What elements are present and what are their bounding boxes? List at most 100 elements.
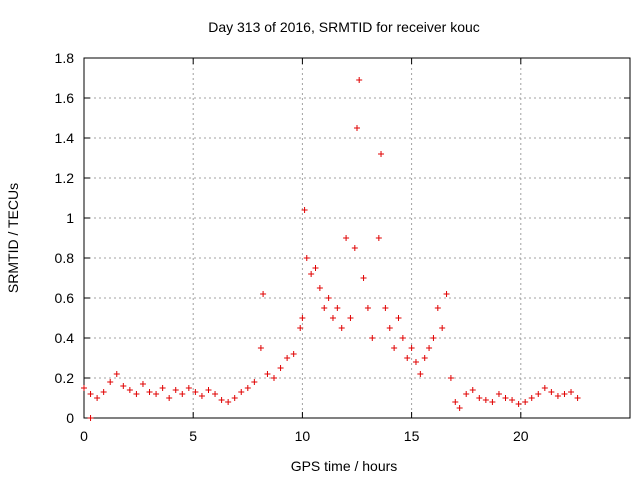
data-point [146, 389, 153, 395]
data-point [301, 207, 308, 213]
data-point [338, 325, 345, 331]
data-point [574, 395, 581, 401]
data-point [375, 235, 382, 241]
data-point [107, 379, 114, 385]
data-point [277, 365, 284, 371]
data-point [421, 355, 428, 361]
data-point [321, 305, 328, 311]
data-point [456, 405, 463, 411]
data-point [299, 315, 306, 321]
chart-title: Day 313 of 2016, SRMTID for receiver kou… [208, 19, 480, 35]
data-point [351, 245, 358, 251]
y-tick-label: 0.8 [55, 250, 75, 266]
data-point [238, 389, 245, 395]
data-point [382, 305, 389, 311]
data-point [334, 305, 341, 311]
data-point [316, 285, 323, 291]
data-point [297, 325, 304, 331]
data-point [535, 391, 542, 397]
data-point [179, 391, 186, 397]
data-point [391, 345, 398, 351]
data-point [447, 375, 454, 381]
data-point [515, 401, 522, 407]
data-point [430, 335, 437, 341]
data-point [257, 345, 264, 351]
data-point [244, 385, 251, 391]
data-point [308, 271, 315, 277]
data-point [81, 385, 87, 391]
data-point [166, 395, 173, 401]
data-point [205, 387, 212, 393]
data-point [426, 345, 433, 351]
data-points [81, 77, 581, 421]
data-point [502, 395, 509, 401]
data-point [417, 371, 424, 377]
data-point [271, 375, 278, 381]
data-point [522, 399, 529, 405]
data-point [264, 371, 271, 377]
data-point [159, 385, 166, 391]
plot-frame [83, 57, 631, 419]
data-point [312, 265, 319, 271]
data-point [87, 391, 94, 397]
data-point [452, 399, 459, 405]
data-point [495, 391, 502, 397]
data-point [290, 351, 297, 357]
data-point [404, 355, 411, 361]
data-point [360, 275, 367, 281]
y-tick-label: 1.8 [55, 50, 75, 66]
data-point [198, 393, 205, 399]
data-point [192, 389, 199, 395]
data-point [251, 379, 258, 385]
data-point [469, 387, 476, 393]
data-point [329, 315, 336, 321]
data-point [386, 325, 393, 331]
data-point [87, 415, 94, 421]
y-tick-label: 1.2 [55, 170, 75, 186]
data-point [356, 77, 363, 83]
x-axis-label: GPS time / hours [291, 458, 398, 474]
data-point [343, 235, 350, 241]
data-point [509, 397, 516, 403]
data-point [303, 255, 310, 261]
data-point [395, 315, 402, 321]
data-point [541, 385, 548, 391]
data-point [172, 387, 179, 393]
y-tick-label: 1.6 [55, 90, 75, 106]
x-tick-label: 0 [80, 428, 88, 444]
data-point [126, 387, 133, 393]
y-tick-label: 0 [66, 410, 74, 426]
data-point [476, 395, 483, 401]
data-point [399, 335, 406, 341]
data-point [153, 391, 160, 397]
y-tick-label: 0.2 [55, 370, 75, 386]
data-point [443, 291, 450, 297]
data-point [463, 391, 470, 397]
tick-layer: 0 0.2 0.4 0.6 0.8 1 1.2 1.4 1.6 1.8 0 5 10 15 20 [55, 50, 630, 444]
data-point [325, 295, 332, 301]
data-point [568, 389, 575, 395]
data-point [260, 291, 267, 297]
data-point [439, 325, 446, 331]
y-tick-label: 0.4 [55, 330, 75, 346]
y-tick-label: 0.6 [55, 290, 75, 306]
x-tick-label: 10 [295, 428, 311, 444]
data-point [133, 391, 140, 397]
y-tick-label: 1 [66, 210, 74, 226]
y-axis-label: SRMTID / TECUs [5, 183, 21, 293]
data-point [489, 399, 496, 405]
data-point [185, 385, 192, 391]
data-point [554, 393, 561, 399]
x-tick-label: 15 [404, 428, 420, 444]
data-point [225, 399, 232, 405]
data-point [364, 305, 371, 311]
data-point [408, 345, 415, 351]
x-tick-label: 20 [513, 428, 529, 444]
data-point [120, 383, 127, 389]
grid-layer [84, 58, 630, 418]
data-point [378, 151, 385, 157]
x-tick-label: 5 [189, 428, 197, 444]
data-point [548, 389, 555, 395]
data-point [100, 389, 107, 395]
